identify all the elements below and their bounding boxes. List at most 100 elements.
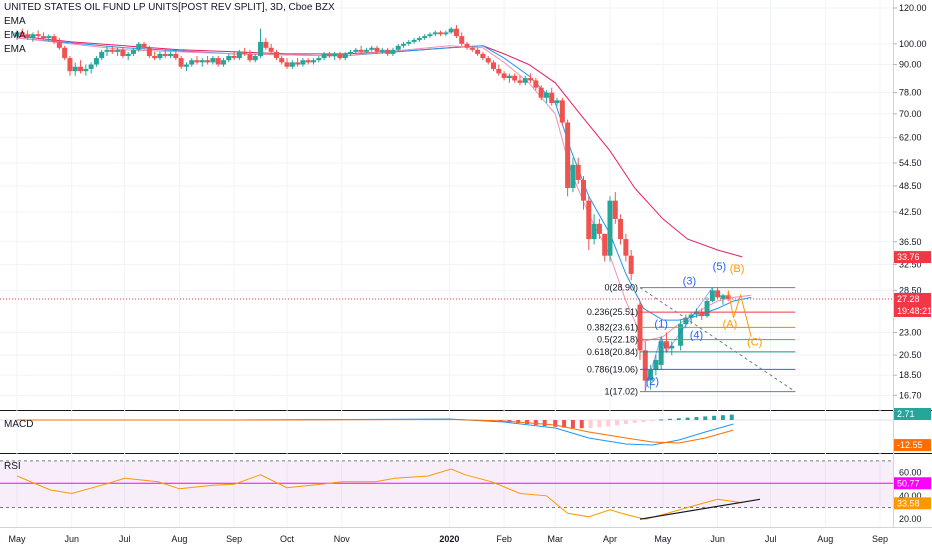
candle-body bbox=[453, 28, 459, 37]
candle-body bbox=[83, 68, 89, 72]
candle bbox=[443, 30, 449, 37]
y-tick-label: 23.00 bbox=[899, 327, 922, 337]
candle bbox=[528, 73, 534, 83]
rsi-label: RSI bbox=[4, 461, 21, 472]
y-tick-label: 16.70 bbox=[899, 390, 922, 400]
candle bbox=[220, 58, 226, 67]
candle-body bbox=[480, 53, 486, 59]
candle bbox=[130, 47, 136, 56]
x-tick-label: Apr bbox=[603, 534, 617, 544]
macd-histogram-bar bbox=[685, 417, 690, 420]
candle bbox=[173, 49, 179, 61]
macd-histogram-bar bbox=[579, 420, 584, 429]
y-tick-label: 32.50 bbox=[899, 260, 922, 270]
wave-label: (C) bbox=[747, 337, 762, 349]
candle bbox=[709, 287, 715, 303]
candle bbox=[231, 51, 237, 61]
candle-body bbox=[699, 312, 705, 317]
wave-label: (B) bbox=[730, 263, 745, 275]
candle-body bbox=[258, 41, 264, 56]
candle bbox=[337, 51, 343, 61]
candle-body bbox=[496, 68, 502, 74]
candle-body bbox=[607, 200, 613, 256]
candle bbox=[406, 39, 412, 46]
candle bbox=[596, 218, 602, 240]
rsi-y-tick-label: 60.00 bbox=[899, 468, 922, 478]
candle bbox=[99, 49, 105, 61]
x-tick-label: Jul bbox=[765, 534, 777, 544]
candle bbox=[247, 49, 253, 63]
candle bbox=[506, 73, 512, 83]
candle bbox=[305, 58, 311, 65]
candle-body bbox=[406, 41, 412, 44]
y-tick-label: 62.00 bbox=[899, 133, 922, 143]
candle bbox=[125, 51, 131, 61]
candle bbox=[642, 341, 648, 392]
candle bbox=[178, 55, 184, 69]
candle bbox=[35, 30, 41, 39]
candle-body bbox=[448, 28, 454, 33]
x-tick-label: Aug bbox=[171, 534, 187, 544]
candle bbox=[199, 58, 205, 67]
candle-body bbox=[19, 32, 25, 35]
candle-body bbox=[623, 239, 629, 256]
candle-body bbox=[358, 49, 364, 52]
candle bbox=[602, 233, 608, 262]
candle bbox=[210, 55, 216, 65]
candle-body bbox=[242, 51, 248, 54]
candle bbox=[379, 47, 385, 54]
wave-label: (2) bbox=[646, 376, 659, 388]
candle bbox=[581, 176, 587, 210]
macd-value-tag bbox=[894, 408, 931, 420]
candle bbox=[51, 34, 57, 44]
candle-body bbox=[432, 32, 438, 35]
candle bbox=[72, 62, 78, 76]
candle-body bbox=[642, 350, 648, 381]
candle bbox=[475, 47, 481, 56]
rsi-value-tag bbox=[894, 497, 931, 510]
x-tick-label: Sep bbox=[872, 534, 888, 544]
y-tick-label: 90.00 bbox=[899, 60, 922, 70]
candle-body bbox=[628, 255, 634, 274]
price-tag-label: 27.28 bbox=[897, 294, 920, 304]
y-tick-label: 18.50 bbox=[899, 370, 922, 380]
candle-body bbox=[78, 66, 84, 72]
candle bbox=[152, 51, 158, 61]
candle bbox=[538, 85, 544, 101]
candle bbox=[491, 60, 497, 72]
candle bbox=[432, 30, 438, 37]
candle bbox=[252, 53, 258, 63]
candle bbox=[279, 55, 285, 65]
candle-body bbox=[395, 45, 401, 50]
candle bbox=[658, 336, 664, 371]
candle-body bbox=[485, 58, 491, 63]
candle bbox=[570, 157, 576, 193]
candle-body bbox=[469, 47, 475, 50]
candle-body bbox=[501, 73, 507, 79]
macd-label: MACD bbox=[4, 419, 34, 430]
x-tick-label: Jul bbox=[119, 534, 131, 544]
candle bbox=[459, 32, 465, 46]
candle bbox=[453, 25, 459, 39]
candle bbox=[559, 97, 565, 126]
candle-body bbox=[67, 58, 73, 72]
candle-body bbox=[263, 41, 269, 48]
candle bbox=[400, 41, 406, 48]
candle-body bbox=[310, 60, 316, 63]
x-tick-label: Jun bbox=[710, 534, 725, 544]
candle bbox=[258, 28, 264, 59]
macd-histogram-bar bbox=[570, 420, 575, 428]
candle-body bbox=[522, 78, 528, 83]
candle bbox=[348, 49, 354, 56]
candle-body bbox=[236, 51, 242, 59]
candle bbox=[543, 90, 549, 103]
x-tick-label: Sep bbox=[226, 534, 242, 544]
candle-body bbox=[475, 49, 481, 54]
macd-histogram-bar bbox=[641, 420, 646, 422]
candle-body bbox=[575, 164, 581, 180]
candle-body bbox=[215, 58, 221, 65]
candle-body bbox=[602, 233, 608, 256]
candle bbox=[720, 293, 726, 305]
candle-body bbox=[46, 36, 52, 39]
candle bbox=[62, 45, 68, 61]
